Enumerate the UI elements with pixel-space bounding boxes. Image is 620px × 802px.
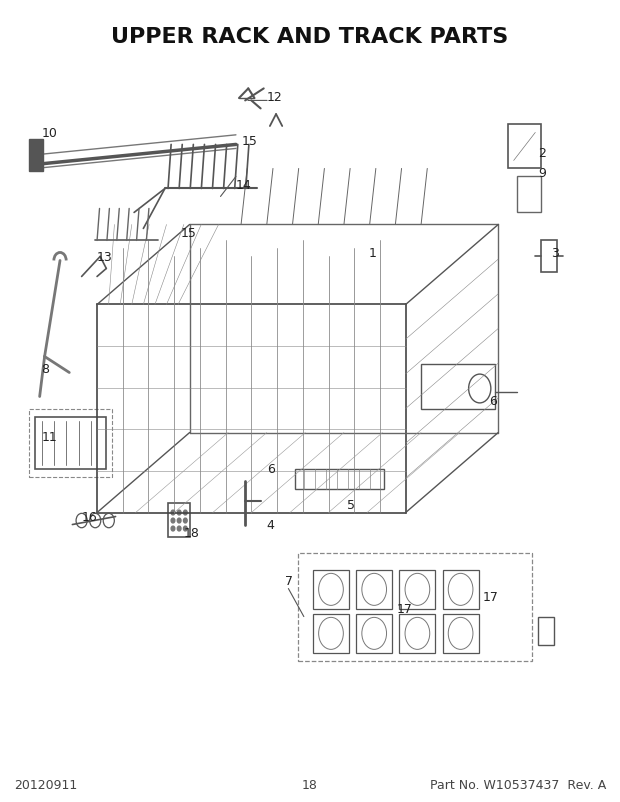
Bar <box>313 570 349 609</box>
Text: 5: 5 <box>347 498 355 512</box>
Text: 15: 15 <box>180 227 197 240</box>
Text: 20120911: 20120911 <box>14 778 77 791</box>
Bar <box>294 469 384 489</box>
Text: 13: 13 <box>97 251 113 264</box>
Text: 17: 17 <box>396 602 412 615</box>
Circle shape <box>177 518 181 523</box>
Circle shape <box>177 511 181 516</box>
Bar <box>516 177 541 213</box>
Text: 14: 14 <box>236 179 252 192</box>
Text: 15: 15 <box>242 135 258 148</box>
Text: 17: 17 <box>483 590 498 603</box>
Bar <box>298 553 532 661</box>
Text: 3: 3 <box>551 247 559 260</box>
Bar <box>168 504 190 537</box>
Bar <box>356 614 392 653</box>
Text: 1: 1 <box>369 247 376 260</box>
Bar <box>443 570 479 609</box>
Bar <box>541 241 557 273</box>
Bar <box>421 365 495 409</box>
Circle shape <box>171 526 175 531</box>
Text: 2: 2 <box>538 147 546 160</box>
Text: 12: 12 <box>267 91 283 103</box>
Text: 8: 8 <box>42 363 50 375</box>
Text: 7: 7 <box>285 574 293 587</box>
Circle shape <box>184 526 187 531</box>
Text: 6: 6 <box>267 463 275 476</box>
Text: 11: 11 <box>42 431 57 444</box>
Circle shape <box>177 526 181 531</box>
Bar <box>399 570 435 609</box>
Circle shape <box>184 518 187 523</box>
Circle shape <box>184 511 187 516</box>
Text: 18: 18 <box>184 526 200 540</box>
Text: 16: 16 <box>82 510 97 524</box>
Circle shape <box>171 518 175 523</box>
Bar <box>29 409 112 477</box>
Bar <box>35 417 106 469</box>
Bar <box>443 614 479 653</box>
Text: 6: 6 <box>489 395 497 407</box>
Text: 4: 4 <box>267 518 275 532</box>
Bar <box>508 125 541 169</box>
Text: UPPER RACK AND TRACK PARTS: UPPER RACK AND TRACK PARTS <box>112 27 508 47</box>
Bar <box>313 614 349 653</box>
Text: 18: 18 <box>302 778 318 791</box>
Text: 10: 10 <box>42 127 58 140</box>
Text: Part No. W10537437  Rev. A: Part No. W10537437 Rev. A <box>430 778 606 791</box>
Circle shape <box>171 511 175 516</box>
Bar <box>399 614 435 653</box>
Bar <box>29 140 43 172</box>
Text: 9: 9 <box>538 167 546 180</box>
Bar <box>538 617 554 645</box>
Bar <box>356 570 392 609</box>
